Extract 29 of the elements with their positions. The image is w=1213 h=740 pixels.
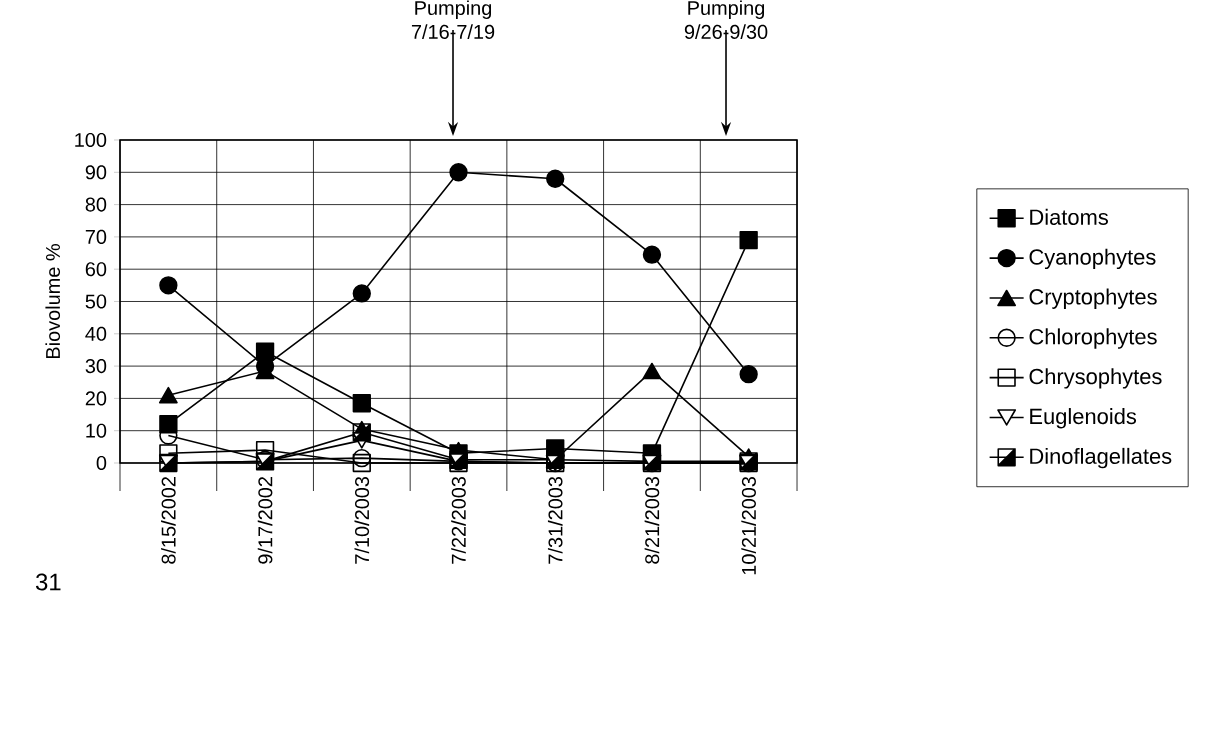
legend-label: Chrysophytes — [1029, 368, 1162, 389]
legend-label: Euglenoids — [1030, 408, 1137, 429]
legend-label: Cryptophytes — [1029, 288, 1157, 309]
y-tick-label: 100 — [75, 132, 107, 148]
text: 31 — [35, 573, 61, 591]
text: Pumping 7/16-7/19 — [411, 0, 495, 39]
x-tick-label: 7/22/2003 — [451, 476, 466, 564]
x-tick-label: 9/17/2002 — [257, 477, 273, 564]
y-tick-label: 60 — [85, 262, 107, 277]
y-tick-label: 70 — [85, 229, 107, 244]
legend-label: Dinoflagellates — [1030, 447, 1172, 469]
y-tick-label: 10 — [86, 423, 107, 438]
x-tick-label: 8/15/2002 — [161, 477, 176, 564]
y-tick-label: 80 — [85, 197, 107, 212]
y-tick-label: 20 — [85, 391, 107, 406]
x-tick-label: 10/21/2003 — [741, 476, 756, 575]
y-tick-label: 30 — [85, 359, 107, 374]
y-tick-label: 40 — [85, 326, 107, 341]
legend-label: Cyanophytes — [1029, 248, 1156, 270]
y-tick-label: 50 — [85, 294, 107, 309]
legend-label: Chlorophytes — [1029, 328, 1157, 349]
y-tick-label: 90 — [85, 165, 107, 180]
x-tick-label: 7/31/2003 — [547, 476, 563, 564]
text: Pumping 9/26-9/30 — [684, 0, 768, 39]
y-tick-label: 0 — [96, 455, 107, 471]
x-tick-label: 8/21/2003 — [644, 476, 660, 564]
legend-label: Diatoms — [1030, 208, 1108, 225]
x-tick-label: 7/10/2003 — [354, 476, 370, 564]
y-axis-title: Biovolume % — [45, 244, 61, 359]
